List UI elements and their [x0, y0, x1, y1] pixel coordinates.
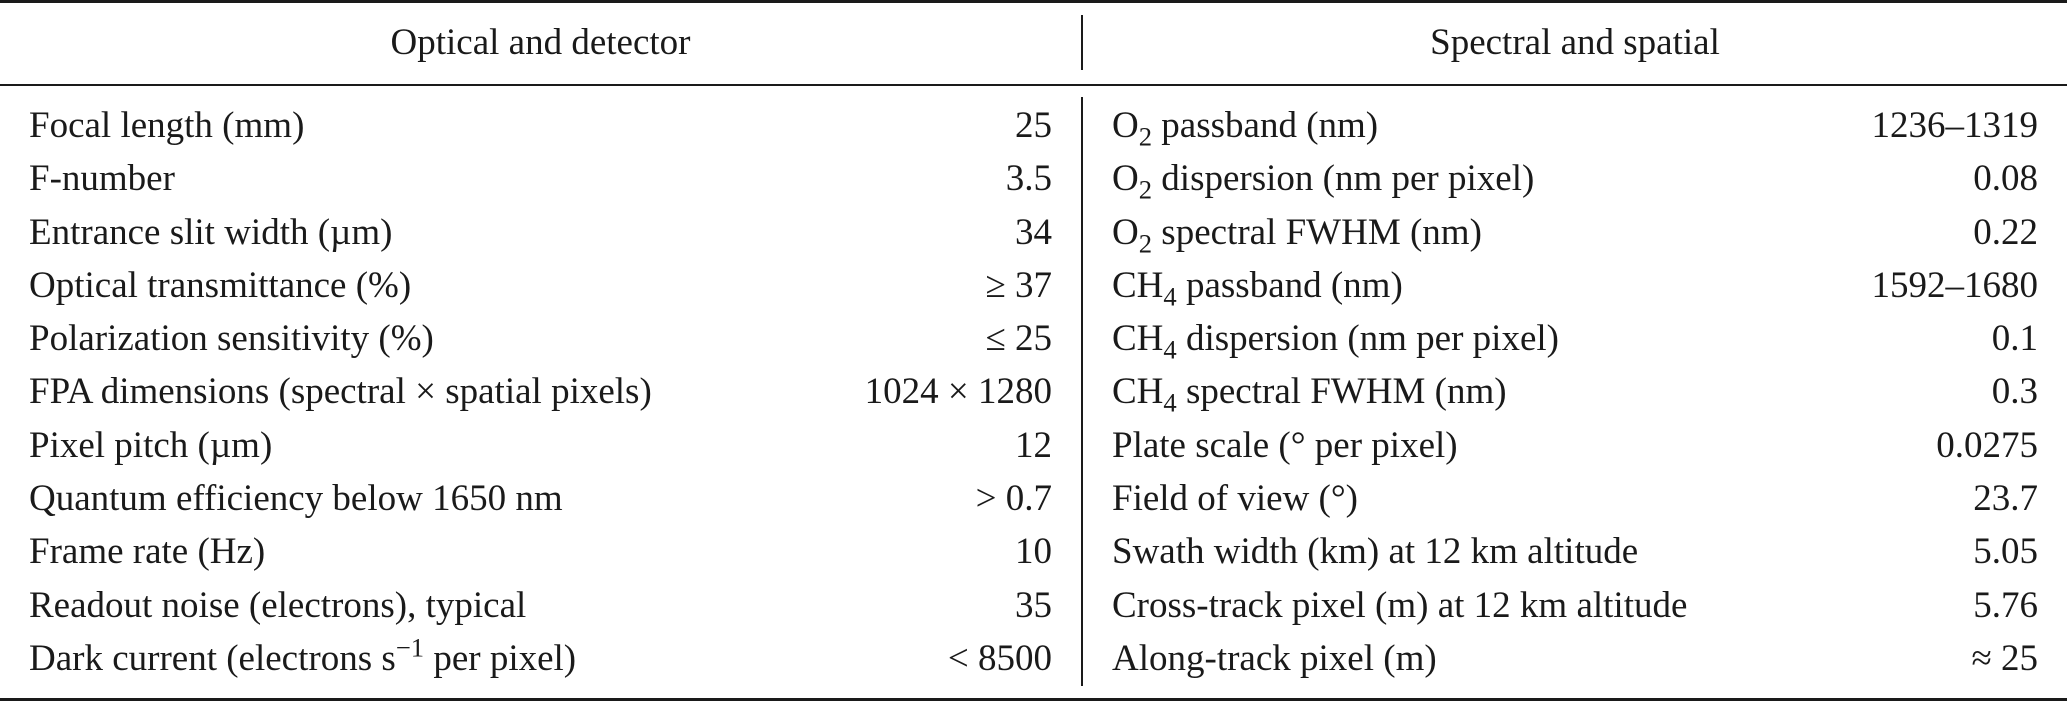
label-text: dispersion (nm per pixel) — [1152, 158, 1535, 200]
table-row: Focal length (mm) 25 — [29, 99, 1052, 152]
table-row: Optical transmittance (%) ≥ 37 — [29, 259, 1052, 312]
row-value: ≥ 37 — [985, 264, 1052, 306]
row-value: 5.76 — [1973, 584, 2038, 626]
row-value: 23.7 — [1973, 478, 2038, 520]
row-label: Along-track pixel (m) — [1112, 637, 1437, 679]
row-value: ≤ 25 — [985, 318, 1052, 360]
row-value: 25 — [1015, 105, 1052, 146]
label-text: passband (nm) — [1152, 105, 1379, 146]
row-value: 34 — [1015, 211, 1052, 253]
spectral-spatial-column: O2 passband (nm) 1236–1319 O2 dispersion… — [1112, 99, 2038, 685]
table-row: CH4 spectral FWHM (nm) 0.3 — [1112, 365, 2038, 418]
bottom-rule — [0, 698, 2067, 701]
table-row: Cross-track pixel (m) at 12 km altitude … — [1112, 579, 2038, 632]
top-rule — [0, 0, 2067, 3]
row-label: Focal length (mm) — [29, 105, 305, 146]
label-text: spectral FWHM (nm) — [1176, 371, 1507, 413]
row-value: 1024 × 1280 — [864, 371, 1052, 413]
label-text: CH — [1112, 264, 1164, 306]
row-label: Plate scale (° per pixel) — [1112, 424, 1458, 466]
table-row: Dark current (electrons s−1 per pixel) <… — [29, 632, 1052, 685]
label-subscript: 4 — [1163, 281, 1177, 312]
label-subscript: 2 — [1138, 174, 1153, 205]
row-value: 0.1 — [1991, 318, 2038, 360]
row-value: 0.22 — [1973, 211, 2038, 253]
row-label: CH4 passband (nm) — [1112, 259, 1403, 312]
table-row: Field of view (°) 23.7 — [1112, 472, 2038, 525]
row-label: Entrance slit width (µm) — [29, 211, 393, 253]
table-row: Plate scale (° per pixel) 0.0275 — [1112, 419, 2038, 472]
row-value: 12 — [1015, 424, 1052, 466]
row-label: F-number — [29, 158, 175, 200]
table-row: O2 dispersion (nm per pixel) 0.08 — [1112, 152, 2038, 205]
row-value: 5.05 — [1973, 531, 2038, 573]
row-value: ≈ 25 — [1971, 637, 2038, 679]
table-row: CH4 passband (nm) 1592–1680 — [1112, 259, 2038, 312]
label-subscript: 4 — [1163, 388, 1177, 418]
label-text: per pixel) — [424, 637, 577, 679]
label-text: dispersion (nm per pixel) — [1176, 318, 1559, 360]
label-subscript: 4 — [1163, 334, 1177, 365]
row-value: > 0.7 — [975, 478, 1052, 520]
row-label: O2 dispersion (nm per pixel) — [1112, 152, 1534, 205]
row-value: 10 — [1015, 531, 1052, 573]
table-row: Polarization sensitivity (%) ≤ 25 — [29, 312, 1052, 365]
table-row: CH4 dispersion (nm per pixel) 0.1 — [1112, 312, 2038, 365]
row-label: Polarization sensitivity (%) — [29, 318, 434, 360]
row-label: FPA dimensions (spectral × spatial pixel… — [29, 371, 652, 413]
row-value: 1236–1319 — [1871, 105, 2039, 146]
row-label: Quantum efficiency below 1650 nm — [29, 478, 563, 520]
row-label: CH4 spectral FWHM (nm) — [1112, 365, 1507, 418]
table-row: Readout noise (electrons), typical 35 — [29, 579, 1052, 632]
header-column-divider — [1081, 15, 1083, 70]
table-row: Swath width (km) at 12 km altitude 5.05 — [1112, 525, 2038, 578]
table-row: Pixel pitch (µm) 12 — [29, 419, 1052, 472]
header-rule — [0, 84, 2067, 86]
row-value: 3.5 — [1005, 158, 1052, 200]
row-value: 35 — [1015, 584, 1052, 626]
row-value: 0.3 — [1991, 371, 2038, 413]
row-label: Frame rate (Hz) — [29, 531, 266, 573]
table-row: O2 passband (nm) 1236–1319 — [1112, 99, 2038, 152]
label-subscript: 2 — [1138, 228, 1153, 259]
table-row: Quantum efficiency below 1650 nm > 0.7 — [29, 472, 1052, 525]
table-row: Frame rate (Hz) 10 — [29, 525, 1052, 578]
label-text: O — [1112, 158, 1139, 200]
row-label: Dark current (electrons s−1 per pixel) — [29, 632, 576, 685]
label-text: Dark current (electrons s — [29, 637, 396, 679]
row-value: 0.0275 — [1936, 424, 2038, 466]
row-label: Readout noise (electrons), typical — [29, 584, 527, 626]
row-label: O2 passband (nm) — [1112, 99, 1378, 152]
table-row: Along-track pixel (m) ≈ 25 — [1112, 632, 2038, 685]
label-subscript: 2 — [1138, 121, 1153, 152]
label-text: passband (nm) — [1176, 264, 1403, 306]
label-superscript: −1 — [395, 632, 425, 663]
label-text: spectral FWHM (nm) — [1152, 211, 1482, 253]
row-label: Pixel pitch (µm) — [29, 424, 273, 466]
header-optical-detector: Optical and detector — [390, 21, 691, 63]
label-text: O — [1112, 105, 1139, 146]
optical-detector-column: Focal length (mm) 25 F-number 3.5 Entran… — [29, 99, 1052, 685]
row-label: O2 spectral FWHM (nm) — [1112, 206, 1482, 259]
row-value: 1592–1680 — [1871, 264, 2039, 306]
row-label: Swath width (km) at 12 km altitude — [1112, 531, 1639, 573]
table-row: Entrance slit width (µm) 34 — [29, 206, 1052, 259]
header-spectral-spatial: Spectral and spatial — [1430, 21, 1720, 63]
row-label: Field of view (°) — [1112, 478, 1358, 520]
body-column-divider — [1081, 97, 1083, 686]
table-row: O2 spectral FWHM (nm) 0.22 — [1112, 206, 2038, 259]
table-row: F-number 3.5 — [29, 152, 1052, 205]
label-text: O — [1112, 211, 1139, 253]
row-label: Optical transmittance (%) — [29, 264, 412, 306]
label-text: CH — [1112, 371, 1164, 413]
row-value: < 8500 — [947, 637, 1052, 679]
row-label: CH4 dispersion (nm per pixel) — [1112, 312, 1559, 365]
row-value: 0.08 — [1973, 158, 2038, 200]
row-label: Cross-track pixel (m) at 12 km altitude — [1112, 584, 1688, 626]
label-text: CH — [1112, 318, 1164, 360]
table-row: FPA dimensions (spectral × spatial pixel… — [29, 365, 1052, 418]
